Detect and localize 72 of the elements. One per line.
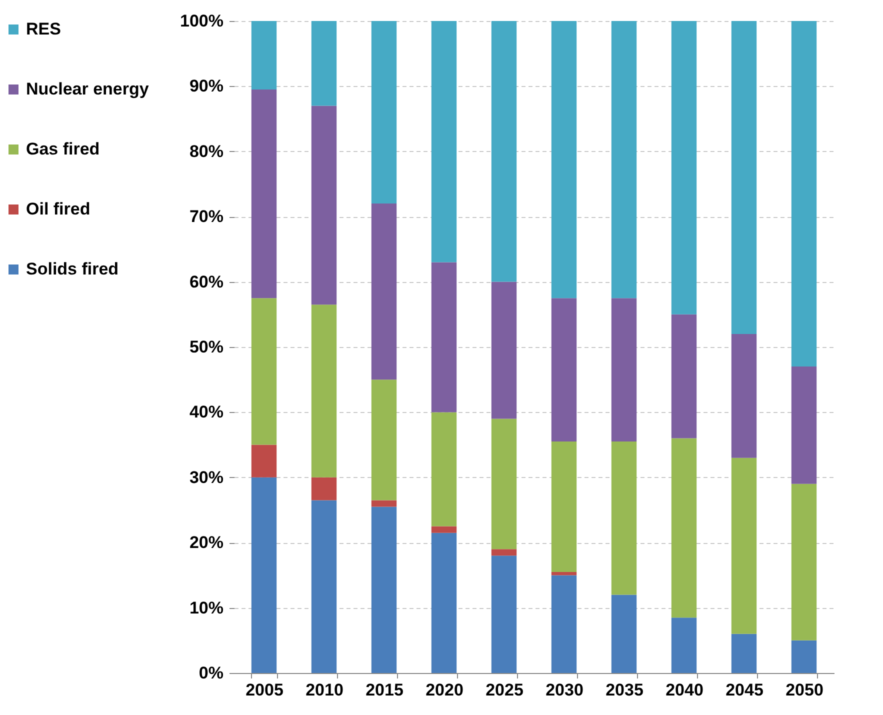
- bar: [491, 21, 517, 282]
- bar: [731, 334, 757, 458]
- y-tick-label: 40%: [189, 402, 224, 422]
- bar: [551, 575, 577, 673]
- bar: [671, 314, 697, 438]
- bar: [611, 21, 637, 298]
- bar: [311, 304, 337, 478]
- bar: [251, 298, 277, 445]
- bar: [311, 500, 337, 673]
- bar: [431, 262, 457, 412]
- x-tick-label: 2045: [726, 680, 764, 700]
- legend-label: Gas fired: [26, 140, 100, 158]
- x-tick-label: 2040: [666, 680, 704, 700]
- legend-label: RES: [26, 20, 61, 38]
- bar: [371, 204, 397, 380]
- bar: [371, 500, 397, 507]
- bar: [671, 21, 697, 314]
- bar: [491, 556, 517, 673]
- y-tick-label: 100%: [180, 12, 224, 30]
- bar: [671, 438, 697, 618]
- y-tick-label: 90%: [189, 76, 224, 96]
- bar: [311, 21, 337, 106]
- bar: [551, 298, 577, 442]
- bar: [311, 477, 337, 500]
- bar: [431, 532, 457, 673]
- bar: [791, 484, 817, 640]
- bar: [791, 21, 817, 367]
- y-tick-label: 30%: [189, 468, 224, 487]
- bar: [371, 380, 397, 500]
- bar: [551, 21, 577, 298]
- legend-label: Nuclear energy: [26, 80, 150, 98]
- y-tick-label: 60%: [189, 272, 224, 292]
- x-tick-label: 2035: [606, 680, 644, 700]
- x-tick-label: 2030: [546, 680, 584, 700]
- y-tick-label: 80%: [189, 142, 224, 161]
- bar: [251, 89, 277, 298]
- bar: [251, 477, 277, 673]
- bar: [611, 442, 637, 595]
- x-tick-label: 2020: [426, 680, 464, 700]
- bar: [791, 640, 817, 673]
- bar: [731, 634, 757, 673]
- legend-label: Solids fired: [26, 260, 119, 278]
- bar: [491, 282, 517, 419]
- x-tick-label: 2015: [366, 680, 404, 700]
- bar: [791, 366, 817, 484]
- bar: [251, 444, 277, 478]
- bar: [611, 594, 637, 673]
- y-tick-label: 10%: [189, 598, 224, 618]
- bar: [371, 506, 397, 673]
- bar: [431, 526, 457, 533]
- y-tick-label: 70%: [189, 207, 224, 226]
- bar: [551, 572, 577, 576]
- bar: [491, 418, 517, 550]
- bar: [311, 106, 337, 305]
- bar: [251, 21, 277, 90]
- bar: [431, 412, 457, 526]
- bar: [371, 21, 397, 204]
- x-tick-label: 2005: [246, 680, 284, 700]
- y-tick-label: 20%: [189, 533, 224, 552]
- bar: [551, 442, 577, 572]
- bar: [731, 458, 757, 634]
- bar: [611, 298, 637, 442]
- bar: [431, 21, 457, 262]
- y-tick-label: 50%: [189, 338, 224, 356]
- bar: [671, 618, 697, 673]
- bar: [731, 21, 757, 334]
- legend-label: Oil fired: [26, 200, 90, 218]
- y-tick-label: 0%: [198, 664, 224, 682]
- x-tick-label: 2025: [486, 680, 524, 700]
- x-tick-label: 2050: [786, 680, 824, 700]
- x-tick-label: 2010: [306, 680, 344, 700]
- bar: [491, 549, 517, 556]
